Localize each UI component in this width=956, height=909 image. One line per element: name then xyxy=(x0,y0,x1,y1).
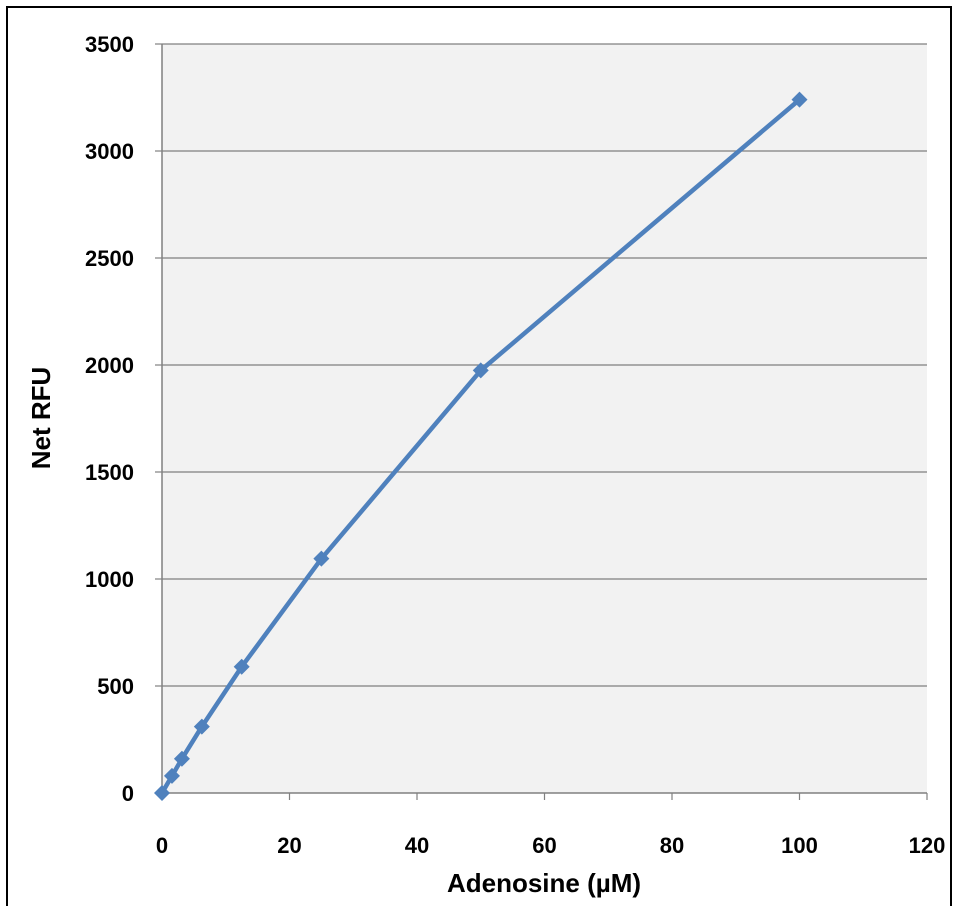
axes xyxy=(161,44,928,800)
y-tick-labels: 0 500 1000 1500 2000 2500 3000 3500 xyxy=(85,32,134,806)
y-tick-label: 1500 xyxy=(85,460,134,485)
x-tick-label: 120 xyxy=(909,833,946,858)
x-tick-label: 20 xyxy=(277,833,301,858)
x-axis-title: Adenosine (µM) xyxy=(447,868,641,898)
y-tick-label: 3000 xyxy=(85,139,134,164)
y-tick-label: 500 xyxy=(97,674,134,699)
x-tick-label: 80 xyxy=(660,833,684,858)
plot-area xyxy=(162,44,927,793)
data-point xyxy=(233,658,250,675)
chart-frame xyxy=(6,6,952,906)
data-series xyxy=(154,91,808,801)
y-tick-label: 3500 xyxy=(85,32,134,57)
data-point xyxy=(313,550,330,567)
x-tick-label: 40 xyxy=(405,833,429,858)
data-point xyxy=(163,767,180,784)
y-tick-label: 2000 xyxy=(85,353,134,378)
data-point xyxy=(791,91,808,108)
x-tick-label: 0 xyxy=(156,833,168,858)
y-tick-label: 2500 xyxy=(85,246,134,271)
data-point xyxy=(154,785,170,801)
data-point xyxy=(193,718,210,735)
data-point xyxy=(173,750,190,767)
x-tick-label: 60 xyxy=(532,833,556,858)
y-axis-title: Net RFU xyxy=(26,367,56,470)
y-tick-label: 1000 xyxy=(85,567,134,592)
data-point xyxy=(472,362,489,379)
x-tick-label: 100 xyxy=(781,833,818,858)
x-tick-labels: 0 20 40 60 80 100 120 xyxy=(156,833,945,858)
y-tick-label: 0 xyxy=(122,781,134,806)
gridlines xyxy=(155,43,927,794)
